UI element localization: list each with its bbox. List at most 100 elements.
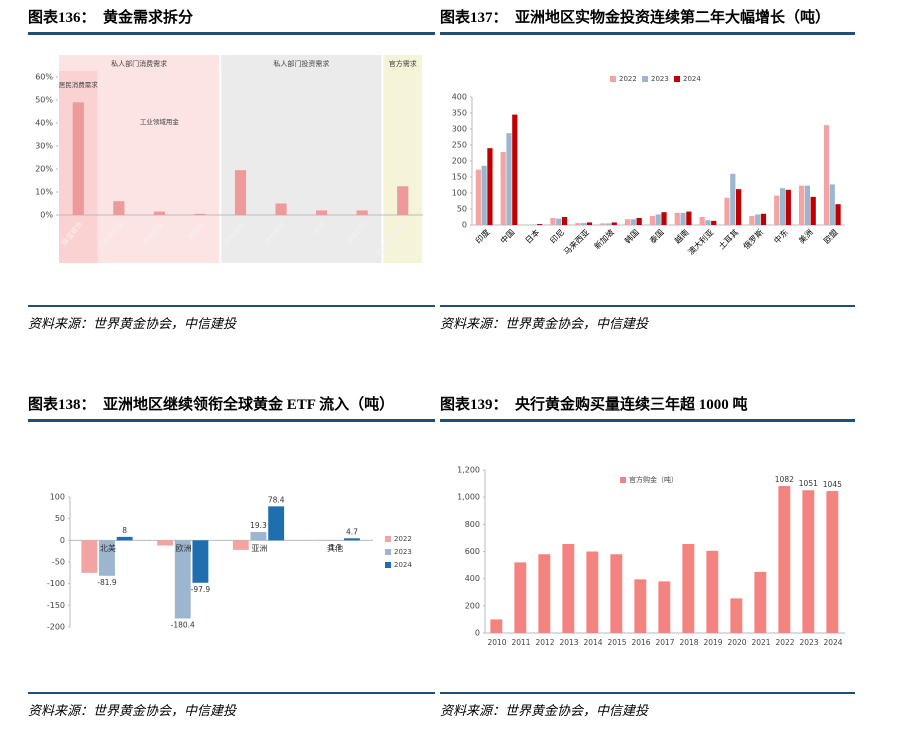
bar xyxy=(785,189,791,225)
bar xyxy=(711,220,717,225)
bar xyxy=(500,152,506,225)
bar xyxy=(586,551,599,633)
x-tick-label: 马来西亚 xyxy=(562,228,591,257)
y-tick-label: 200 xyxy=(452,157,467,166)
chart: -200 -150 -100 -50 0 50 100 -81.9 -180.4 19.3 -1.1… xyxy=(47,493,413,632)
bar xyxy=(706,550,719,633)
bar xyxy=(550,217,556,225)
bar xyxy=(630,219,636,225)
y-tick-label: 50 xyxy=(457,205,467,214)
y-tick-label: 60% xyxy=(35,73,53,82)
bar xyxy=(798,185,805,225)
data-label: -180.4 xyxy=(171,621,195,630)
subregion xyxy=(99,71,220,263)
y-tick-label: 20% xyxy=(35,165,53,174)
data-label: 19.3 xyxy=(250,521,267,530)
bar xyxy=(153,211,165,215)
x-tick-label: 2022 xyxy=(775,638,794,647)
bar xyxy=(730,598,743,633)
bar xyxy=(600,223,606,225)
region-label: 私人部门投资需求 xyxy=(273,59,329,68)
legend-label: 2022 xyxy=(619,75,637,83)
bar xyxy=(755,214,761,225)
bar xyxy=(674,212,680,225)
bar xyxy=(113,201,125,215)
bar xyxy=(686,211,692,225)
bar xyxy=(99,540,115,576)
source: 资料来源：世界黄金协会，中信建投 xyxy=(28,692,435,719)
x-tick-label: 欧盟 xyxy=(821,227,839,245)
bar xyxy=(487,148,493,225)
x-tick-label: 2015 xyxy=(607,638,626,647)
x-tick-label: 欧洲 xyxy=(176,543,192,553)
x-tick-label: 2021 xyxy=(751,638,770,647)
bar xyxy=(343,538,360,541)
bar xyxy=(580,223,587,225)
x-tick-label: 俄罗斯 xyxy=(741,227,765,251)
bar xyxy=(575,223,581,225)
bar xyxy=(610,554,623,633)
legend-swatch xyxy=(385,562,391,568)
bar xyxy=(804,185,811,225)
bar xyxy=(561,217,568,225)
legend-swatch xyxy=(642,76,648,82)
bar xyxy=(116,536,133,541)
bar xyxy=(624,219,631,225)
x-tick-label: 2018 xyxy=(679,638,698,647)
panel-title: 图表139： 央行黄金购买量连续三年超 1000 吨 xyxy=(440,395,855,422)
x-tick-label: 2011 xyxy=(511,638,530,647)
x-tick-label: 2020 xyxy=(727,638,746,647)
chart: 0 200 400 600 800 1,000 1,200 1082 1051 1045 2010 2… xyxy=(457,466,845,647)
x-tick-label: 其他 xyxy=(327,543,343,553)
y-tick-label: 1,200 xyxy=(457,466,480,475)
panel-title: 图表138： 亚洲地区继续领衔全球黄金 ETF 流入（吨） xyxy=(28,395,435,422)
bar xyxy=(537,224,543,225)
bar xyxy=(481,165,487,225)
bar xyxy=(749,216,755,225)
bar xyxy=(823,125,830,225)
panel-title: 图表137： 亚洲地区实物金投资连续第二年大幅增长（吨） xyxy=(440,8,855,35)
y-tick-label: 800 xyxy=(465,520,480,529)
data-label: 8 xyxy=(122,526,127,535)
legend-swatch xyxy=(385,549,391,555)
region-label: 官方需求 xyxy=(389,59,417,68)
y-tick-label: 10% xyxy=(35,188,53,197)
bar xyxy=(475,169,481,225)
bar xyxy=(586,222,593,225)
bar xyxy=(275,203,287,215)
y-tick-label: 300 xyxy=(452,125,467,134)
bar xyxy=(316,210,328,215)
legend-label: 2023 xyxy=(651,75,669,83)
x-tick-label: 美洲 xyxy=(796,227,814,245)
y-tick-label: 350 xyxy=(452,109,467,118)
legend-label: 2023 xyxy=(394,548,412,556)
data-label: -97.9 xyxy=(191,585,211,594)
x-tick-label: 2023 xyxy=(799,638,818,647)
y-tick-label: 40% xyxy=(35,119,53,128)
y-tick-label: 30% xyxy=(35,142,53,151)
bar xyxy=(397,186,409,215)
legend-swatch xyxy=(610,76,616,82)
bar xyxy=(760,213,767,225)
bar xyxy=(562,544,575,633)
y-tick-label: 100 xyxy=(452,189,467,198)
x-tick-label: 2024 xyxy=(823,638,842,647)
subregion-label: 工业领域用金 xyxy=(140,117,180,126)
y-tick-label: 150 xyxy=(452,173,467,182)
bar xyxy=(636,217,642,225)
bar xyxy=(802,490,815,633)
x-tick-label: 泰国 xyxy=(647,227,665,245)
bar xyxy=(234,170,247,215)
y-tick-label: 50% xyxy=(35,96,53,105)
x-tick-label: 2017 xyxy=(655,638,674,647)
bar xyxy=(81,540,98,573)
y-tick-label: 1,000 xyxy=(457,493,480,502)
region xyxy=(221,55,382,263)
x-tick-label: 2013 xyxy=(559,638,578,647)
x-tick-label: 印尼 xyxy=(549,228,567,246)
bar xyxy=(157,540,174,546)
bar xyxy=(779,188,786,225)
y-tick-label: 0 xyxy=(475,629,480,638)
